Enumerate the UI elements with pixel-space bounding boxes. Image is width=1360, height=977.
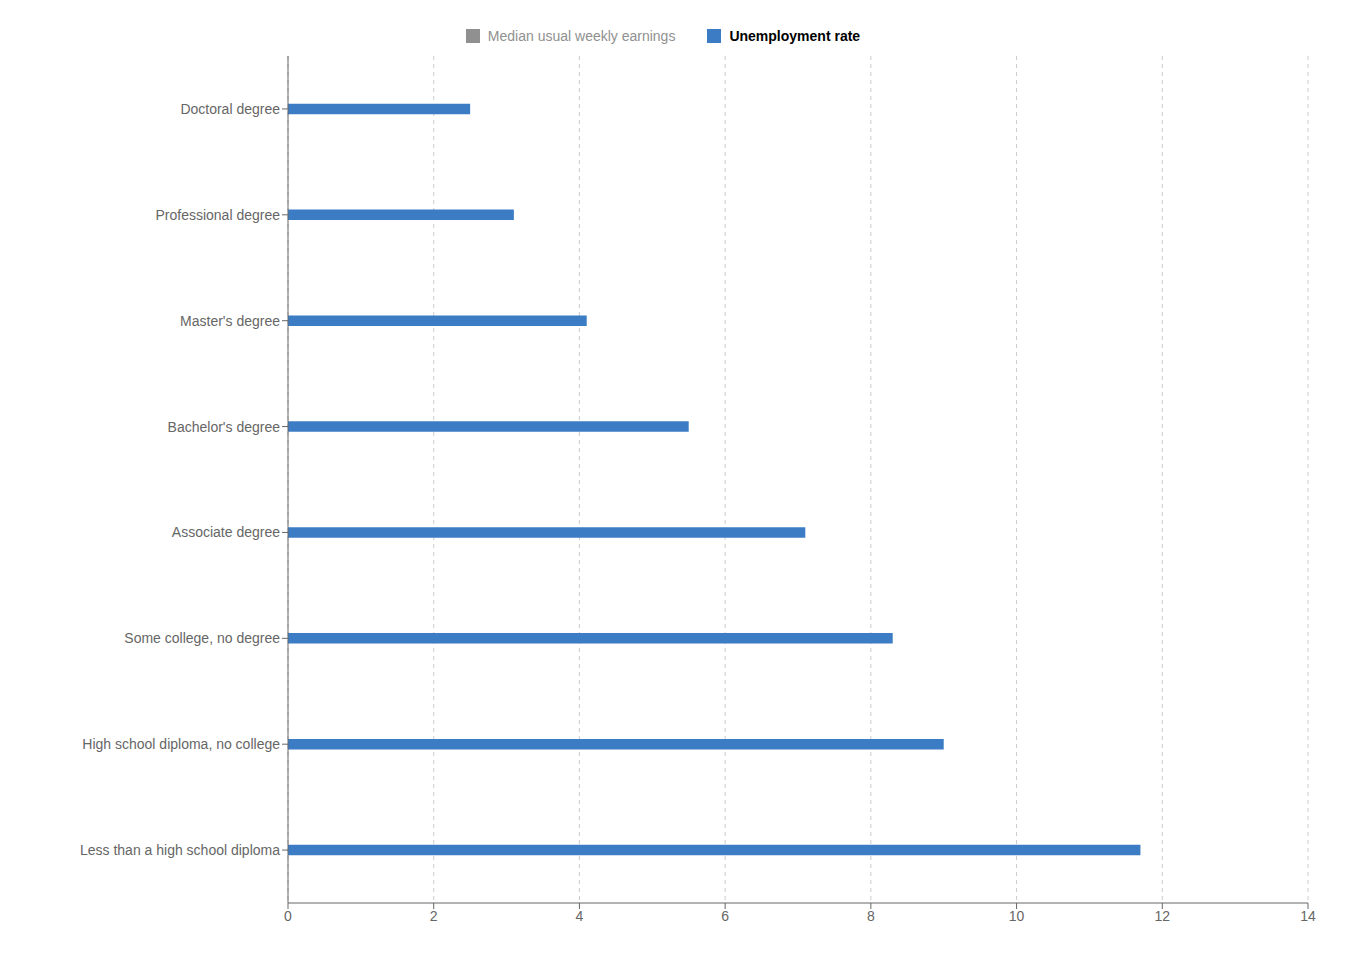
svg-text:Associate degree: Associate degree [172, 524, 280, 540]
svg-text:10: 10 [1009, 908, 1025, 924]
svg-text:Professional degree: Professional degree [155, 207, 280, 223]
svg-text:14: 14 [1300, 908, 1316, 924]
html-text:Unemployment rate: Unemployment rate [729, 28, 861, 44]
svg-text:Doctoral degree: Doctoral degree [180, 101, 280, 117]
svg-text:8: 8 [867, 908, 875, 924]
svg-text:6: 6 [721, 908, 729, 924]
svg-text:Master's degree: Master's degree [180, 313, 280, 329]
svg-text:Some college, no degree: Some college, no degree [124, 630, 280, 646]
svg-text:Less than a high school diplom: Less than a high school diploma [80, 842, 280, 858]
svg-text:2: 2 [430, 908, 438, 924]
svg-text:4: 4 [576, 908, 584, 924]
html-text:Median usual weekly earnings: Median usual weekly earnings [487, 28, 676, 44]
svg-text:0: 0 [284, 908, 292, 924]
svg-text:High school diploma, no colleg: High school diploma, no college [82, 736, 280, 752]
svg-text:Bachelor's degree: Bachelor's degree [168, 419, 281, 435]
svg-text:12: 12 [1154, 908, 1170, 924]
